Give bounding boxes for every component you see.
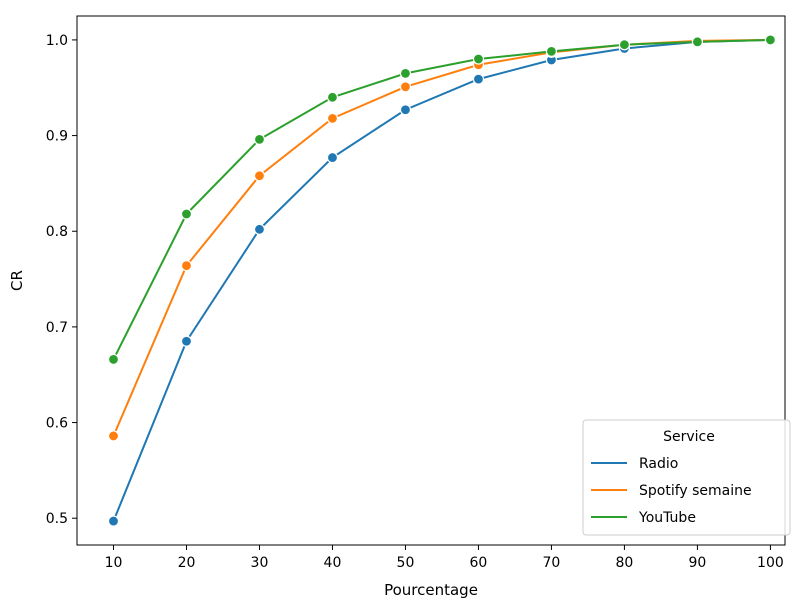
series-layer: [107, 34, 777, 527]
x-tick-label: 20: [178, 555, 196, 571]
x-tick-label: 40: [324, 555, 342, 571]
x-axis-label: Pourcentage: [384, 581, 478, 599]
data-point: [545, 45, 558, 57]
data-point: [253, 223, 266, 235]
x-tick-label: 60: [470, 555, 488, 571]
series-spotify-semaine: [107, 34, 777, 442]
y-tick-label: 1.0: [46, 33, 68, 49]
series-line: [112, 38, 771, 522]
data-point: [180, 208, 193, 220]
data-point: [764, 34, 777, 46]
series-line: [112, 38, 771, 360]
y-tick-label: 0.6: [46, 416, 68, 432]
legend-box: [582, 419, 791, 536]
y-axis-label: CR: [8, 270, 26, 291]
data-point: [399, 81, 412, 93]
data-point: [326, 112, 339, 124]
x-tick-label: 50: [397, 555, 415, 571]
data-point: [399, 67, 412, 79]
data-point: [399, 104, 412, 116]
legend-items: Radio Spotify semaine YouTube: [591, 456, 752, 526]
legend-label: Spotify semaine: [639, 483, 752, 499]
legend: Service Radio Spotify semaine YouTube: [582, 419, 791, 536]
y-tick-label: 0.5: [46, 511, 68, 527]
data-point: [253, 170, 266, 182]
y-tick-label: 0.9: [46, 129, 68, 145]
legend-label: Radio: [639, 456, 678, 472]
x-axis-ticks: 10 20 30 40 50 60 70 80 90 100: [105, 545, 784, 571]
data-point: [472, 73, 485, 85]
data-point: [180, 260, 193, 272]
y-tick-label: 0.7: [46, 320, 68, 336]
data-point: [180, 335, 193, 347]
x-tick-label: 90: [688, 555, 706, 571]
x-tick-label: 100: [757, 555, 784, 571]
legend-label: YouTube: [638, 510, 696, 526]
y-tick-label: 0.8: [46, 224, 68, 240]
data-point: [618, 39, 631, 51]
plot-frame: [76, 15, 786, 546]
legend-title: Service: [663, 429, 715, 445]
x-tick-label: 10: [105, 555, 123, 571]
data-point: [691, 36, 704, 48]
data-point: [107, 515, 120, 527]
data-point: [253, 133, 266, 146]
data-point: [326, 151, 339, 164]
data-point: [107, 353, 120, 366]
series-line: [112, 38, 771, 437]
x-tick-label: 80: [616, 555, 634, 571]
data-point: [472, 53, 485, 65]
series-youtube: [107, 34, 777, 366]
x-tick-label: 70: [543, 555, 561, 571]
data-point: [107, 430, 120, 442]
y-axis-ticks: 0.5 0.6 0.7 0.8 0.9 1.0: [46, 33, 77, 527]
data-point: [326, 91, 339, 103]
x-tick-label: 30: [251, 555, 269, 571]
